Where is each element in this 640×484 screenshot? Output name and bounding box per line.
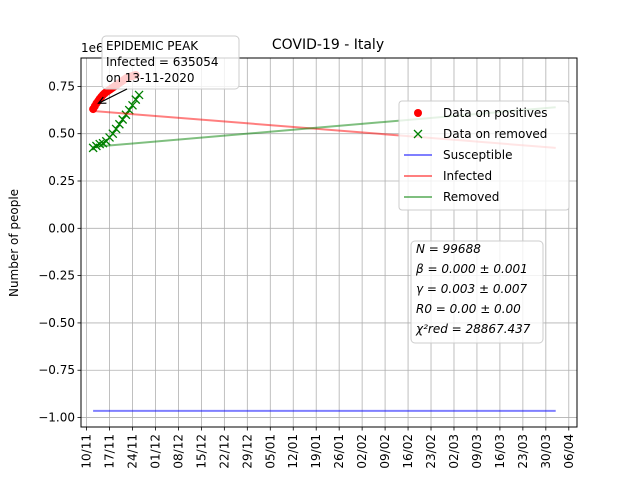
arrow-shaft (98, 88, 128, 104)
data-point (128, 100, 137, 110)
x-tick-label: 17/11 (103, 434, 117, 469)
legend-marker-removed (413, 129, 423, 139)
stats-beta: β = 0.000 ± 0.001 (415, 262, 528, 276)
y-axis-label: Number of people (7, 189, 21, 297)
stats-n: N = 99688 (416, 242, 481, 256)
x-tick-label: 30/03 (539, 434, 553, 469)
x-tick-label: 22/12 (217, 434, 231, 469)
plot-frame (80, 57, 578, 428)
legend-entry-removed-data: Data on removed (413, 127, 547, 141)
x-tick-label: 01/12 (148, 434, 162, 469)
peak-annotation: EPIDEMIC PEAK Infected = 635054 on 13-11… (97, 35, 240, 104)
x-axis: 10/11 17/11 24/11 01/12 08/12 15/12 22/12 29/12… (80, 427, 576, 469)
x-tick-label: 29/12 (240, 434, 254, 469)
y-tick-label: −0.50 (38, 316, 75, 330)
peak-annotation-date: on 13-11-2020 (106, 71, 195, 85)
chart-title: COVID-19 - Italy (272, 37, 384, 53)
x-tick-label: 24/11 (126, 434, 140, 469)
x-tick-label: 02/03 (447, 434, 461, 469)
legend: Data on positives Data on removed Suscep… (398, 100, 570, 211)
y-axis: 0.75 0.50 0.25 0.00 −0.25 −0.50 −0.75 −1.00 (38, 79, 81, 425)
x-tick-label: 06/04 (562, 434, 576, 469)
y-scale-label: 1e6 (81, 41, 104, 55)
legend-label-removed: Removed (443, 190, 499, 204)
y-tick-label: −0.75 (38, 363, 75, 377)
x-tick-label: 12/01 (286, 434, 300, 469)
legend-marker-positives (414, 109, 422, 117)
legend-entry-positives: Data on positives (414, 106, 548, 120)
x-tick-label: 09/02 (378, 434, 392, 469)
legend-label-susceptible: Susceptible (443, 148, 512, 162)
x-tick-label: 26/01 (332, 434, 346, 469)
y-tick-label: 0.75 (48, 79, 75, 93)
y-tick-label: −0.25 (38, 269, 75, 283)
arrow-head (97, 96, 107, 104)
x-tick-label: 05/01 (263, 434, 277, 469)
y-tick-label: 0.25 (48, 174, 75, 188)
data-point (134, 90, 144, 100)
x-tick-label: 09/03 (470, 434, 484, 469)
stats-chi2: χ²red = 28867.437 (415, 322, 531, 336)
x-tick-label: 16/03 (493, 434, 507, 469)
peak-annotation-title: EPIDEMIC PEAK (106, 39, 199, 53)
legend-entry-susceptible: Susceptible (404, 148, 512, 162)
x-tick-label: 10/11 (80, 434, 94, 469)
y-tick-label: 0.50 (48, 127, 75, 141)
stats-gamma: γ = 0.003 ± 0.007 (416, 282, 528, 296)
peak-annotation-arrow (97, 88, 128, 104)
data-point (118, 115, 128, 124)
data-point (131, 95, 141, 105)
x-tick-label: 23/03 (516, 434, 530, 469)
data-point (108, 129, 118, 139)
x-tick-label: 23/02 (424, 434, 438, 469)
x-tick-label: 02/02 (355, 434, 369, 469)
data-point (114, 119, 124, 129)
legend-entry-infected: Infected (404, 169, 492, 183)
legend-frame (398, 100, 570, 211)
series-data-on-removed (88, 90, 144, 153)
data-point (111, 124, 121, 134)
legend-entry-removed: Removed (404, 190, 499, 204)
y-tick-label: 0.00 (48, 221, 75, 235)
y-tick-label: −1.00 (38, 411, 75, 425)
peak-annotation-frame (101, 35, 240, 90)
x-tick-label: 16/02 (401, 434, 415, 469)
data-point (121, 110, 131, 120)
x-tick-label: 19/01 (309, 434, 323, 469)
stats-box-frame (410, 240, 544, 344)
stats-r0: R0 = 0.00 ± 0.00 (416, 302, 521, 316)
legend-label-positives: Data on positives (443, 106, 548, 120)
stats-box: N = 99688 β = 0.000 ± 0.001 γ = 0.003 ± … (410, 240, 544, 344)
legend-label-infected: Infected (443, 169, 492, 183)
peak-annotation-value: Infected = 635054 (106, 55, 219, 69)
x-tick-label: 15/12 (194, 434, 208, 469)
x-tick-label: 08/12 (171, 434, 185, 469)
legend-label-removed-data: Data on removed (443, 127, 547, 141)
